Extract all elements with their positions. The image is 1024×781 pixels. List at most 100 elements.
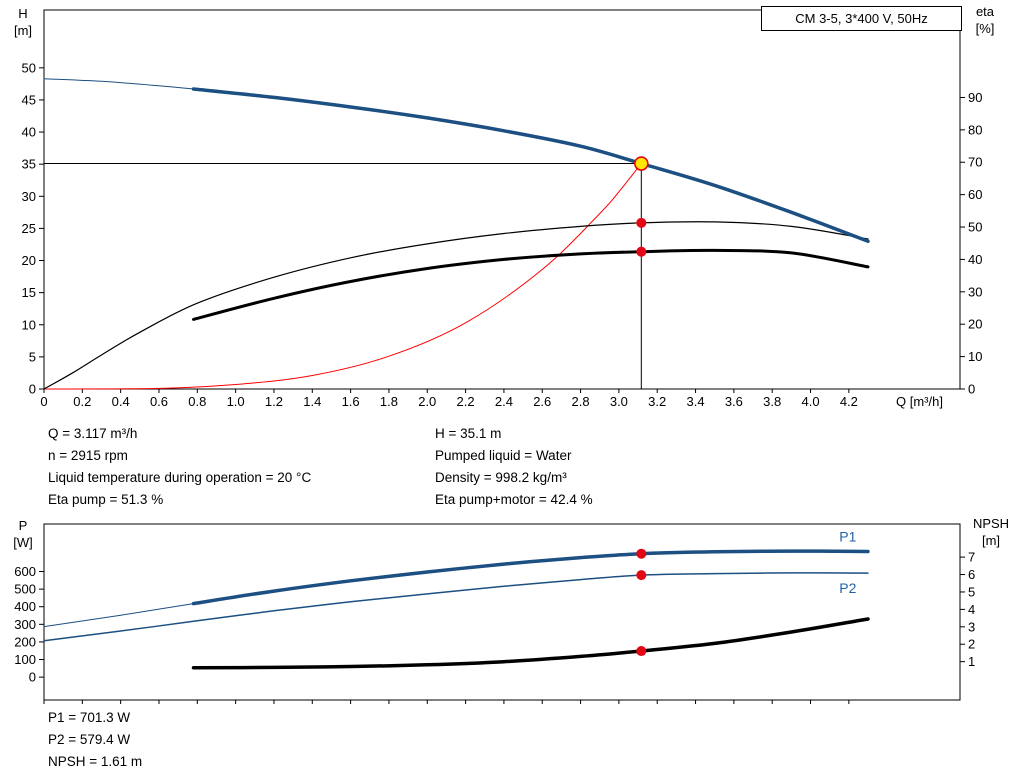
- y-right-tick-label: 6: [968, 567, 975, 582]
- y-left-tick-label: 400: [14, 599, 36, 614]
- result-npsh: NPSH = 1.61 m: [48, 754, 143, 769]
- y-right-tick-label: 1: [968, 654, 975, 669]
- duty-liquid-temperature: Liquid temperature during operation = 20…: [48, 470, 312, 485]
- eta-axis-symbol: eta: [975, 4, 995, 19]
- x-tick-label: 1.8: [380, 394, 398, 409]
- power-npsh-chart: 0 100 200 300 400 500 600 1 2 3 4 5 6 7 P1 P2: [14, 523, 975, 704]
- y-right-tick-label: 60: [968, 187, 982, 202]
- p-axis-corner-label: P [W]: [2, 517, 44, 551]
- x-tick-label: 2.0: [418, 394, 436, 409]
- y-left-tick-label: 200: [14, 634, 36, 649]
- eta-pump-curve: [43, 221, 869, 390]
- q-axis-label: Q [m³/h]: [896, 394, 943, 409]
- system-curve: [43, 163, 642, 390]
- pump-curve-thin: [43, 78, 194, 90]
- y-left-tick-label: 500: [14, 582, 36, 597]
- npsh-axis-unit: [m]: [981, 533, 1001, 548]
- y-right-tick-label: 7: [968, 550, 975, 565]
- duty-info-right-column: H = 35.1 m Pumped liquid = Water Density…: [435, 423, 815, 511]
- duty-speed-value: n = 2915 rpm: [48, 448, 128, 463]
- y-right-tick-label: 90: [968, 90, 982, 105]
- y-right-tick-label: 30: [968, 284, 982, 299]
- x-tick-label: 0.4: [112, 394, 130, 409]
- x-tick-label: 2.6: [533, 394, 551, 409]
- p1-curve: [191, 549, 870, 606]
- eta-pump-motor-point: [636, 246, 647, 257]
- p1-point: [636, 548, 647, 559]
- duty-eta-pump: Eta pump = 51.3 %: [48, 492, 164, 507]
- y-right-tick-label: 20: [968, 317, 982, 332]
- x-tick-label: 0.2: [73, 394, 91, 409]
- eta-pump-motor-curve: [192, 248, 870, 321]
- npsh-axis-symbol: NPSH: [972, 516, 1010, 531]
- y-left-tick-label: 300: [14, 617, 36, 632]
- x-tick-label: 1.2: [265, 394, 283, 409]
- x-tick-label: 2.8: [572, 394, 590, 409]
- x-tick-label: 1.0: [227, 394, 245, 409]
- y-right-tick-label: 10: [968, 349, 982, 364]
- y-right-tick-label: 4: [968, 602, 975, 617]
- npsh-axis-corner-label: NPSH [m]: [960, 515, 1022, 549]
- duty-h-value: H = 35.1 m: [435, 426, 502, 441]
- x-tick-label: 3.8: [763, 394, 781, 409]
- result-p2: P2 = 579.4 W: [48, 732, 131, 747]
- y-right-tick-label: 2: [968, 637, 975, 652]
- y-right-tick-label: 70: [968, 155, 982, 170]
- y-left-tick-label: 600: [14, 564, 36, 579]
- p2-curve: [43, 572, 869, 642]
- x-tick-label: 4.0: [801, 394, 819, 409]
- x-tick-label: 3.0: [610, 394, 628, 409]
- h-axis-symbol: H: [18, 6, 28, 21]
- y-right-tick-label: 80: [968, 122, 982, 137]
- eta-axis-unit: [%]: [975, 21, 995, 36]
- y-left-tick-label: 45: [22, 92, 36, 107]
- x-tick-label: 1.4: [303, 394, 321, 409]
- results-block: P1 = 701.3 W P2 = 579.4 W NPSH = 1.61 m: [48, 707, 428, 773]
- x-tick-label: 0: [40, 394, 47, 409]
- y-left-tick-label: 20: [22, 253, 36, 268]
- pump-curve: [191, 87, 870, 244]
- y-left-tick-label: 10: [22, 317, 36, 332]
- y-left-tick-label: 35: [22, 157, 36, 172]
- plot-border: [43, 9, 961, 390]
- y-right-tick-label: 50: [968, 220, 982, 235]
- y-left-tick-label: 30: [22, 189, 36, 204]
- p-axis-unit: [W]: [13, 535, 33, 550]
- result-p1: P1 = 701.3 W: [48, 710, 131, 725]
- pump-title-box: CM 3-5, 3*400 V, 50Hz: [761, 6, 962, 31]
- y-right-tick-label: 40: [968, 252, 982, 267]
- eta-axis-corner-label: eta [%]: [964, 3, 1006, 37]
- y-left-tick-label: 0: [29, 670, 36, 685]
- y-left-tick-label: 5: [29, 349, 36, 364]
- y-left-tick-label: 40: [22, 125, 36, 140]
- y-right-tick-label: 5: [968, 584, 975, 599]
- duty-info-left-column: Q = 3.117 m³/h n = 2915 rpm Liquid tempe…: [48, 423, 428, 511]
- p-axis-symbol: P: [18, 518, 28, 533]
- y-right-tick-label: 0: [968, 382, 975, 397]
- duty-density: Density = 998.2 kg/m³: [435, 470, 567, 485]
- y-right-tick-label: 3: [968, 619, 975, 634]
- y-left-tick-label: 15: [22, 285, 36, 300]
- x-tick-label: 4.2: [840, 394, 858, 409]
- y-left-tick-label: 50: [22, 60, 36, 75]
- p1-curve-thin: [43, 603, 194, 628]
- p2-curve-label: P2: [839, 580, 856, 596]
- x-tick-label: 0.8: [188, 394, 206, 409]
- x-tick-label: 2.2: [457, 394, 475, 409]
- npsh-curve: [191, 617, 870, 670]
- p1-curve-label: P1: [839, 529, 856, 545]
- duty-q-value: Q = 3.117 m³/h: [48, 426, 138, 441]
- duty-pumped-liquid: Pumped liquid = Water: [435, 448, 572, 463]
- plot-border: [43, 523, 961, 701]
- y-left-tick-label: 100: [14, 652, 36, 667]
- p2-point: [636, 570, 647, 581]
- x-tick-label: 1.6: [342, 394, 360, 409]
- h-axis-corner-label: H [m]: [2, 5, 44, 39]
- x-tick-label: 0.6: [150, 394, 168, 409]
- duty-eta-pump-motor: Eta pump+motor = 42.4 %: [435, 492, 593, 507]
- x-tick-label: 3.2: [648, 394, 666, 409]
- y-left-tick-label: 25: [22, 221, 36, 236]
- eta-pump-point: [636, 217, 647, 228]
